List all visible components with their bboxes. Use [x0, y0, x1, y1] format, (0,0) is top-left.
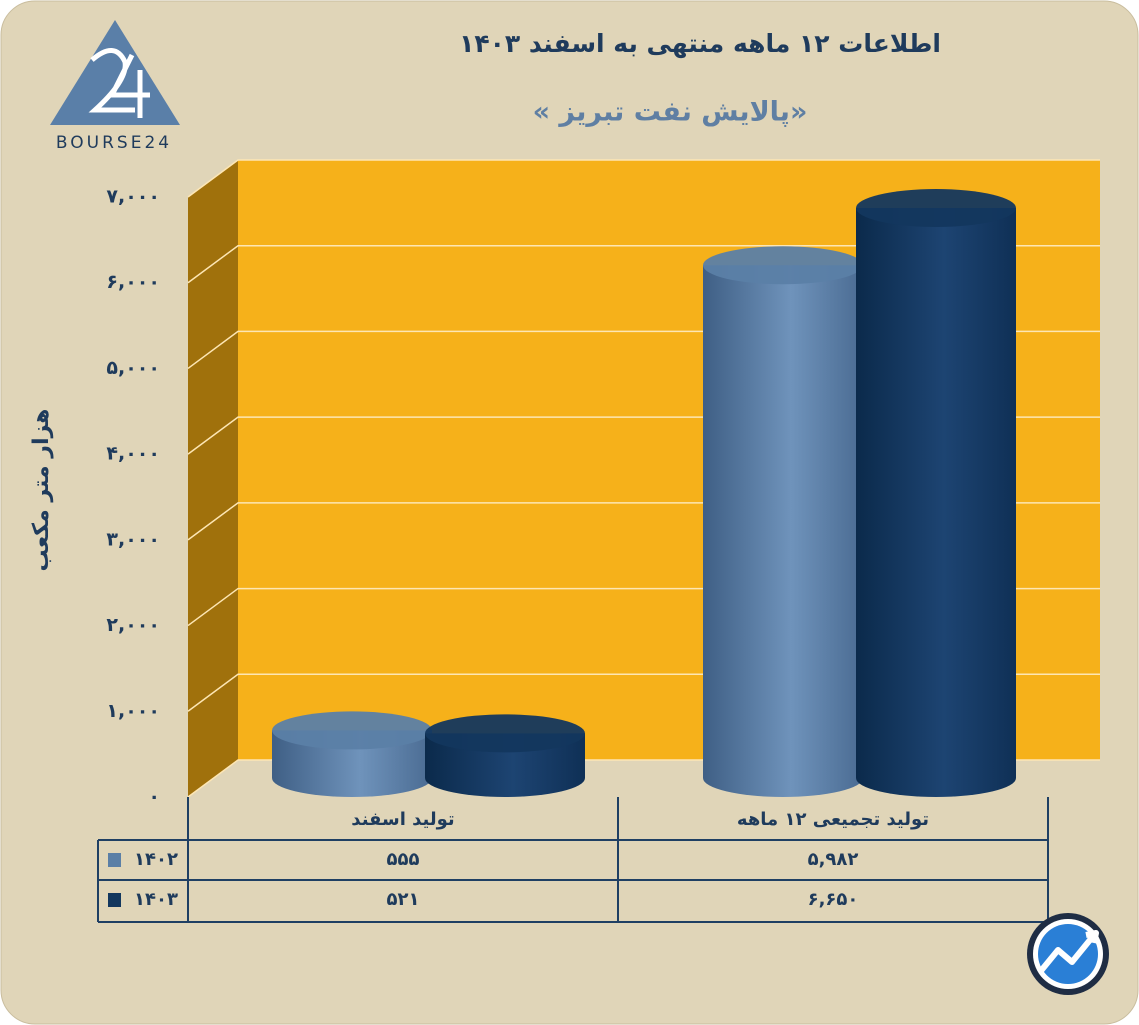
legend-swatch: [108, 853, 121, 867]
value-label: ۵,۹۸۲: [808, 849, 859, 870]
y-tick-label: ۱,۰۰۰: [106, 700, 160, 722]
chart-title: اطلاعات ۱۲ ماهه منتهی به اسفند ۱۴۰۳: [459, 29, 941, 59]
y-tick-label: ۲,۰۰۰: [106, 614, 160, 636]
legend-label: ۱۴۰۳: [134, 889, 178, 910]
x-tick-label: تولید تجمیعی ۱۲ ماهه: [737, 809, 929, 830]
value-label: ۵۵۵: [387, 849, 420, 870]
cylinder-bar: [425, 714, 585, 797]
side-wall: [188, 160, 238, 797]
y-tick-label: ۰: [148, 786, 160, 808]
y-tick-label: ۳,۰۰۰: [106, 528, 160, 550]
cylinder-top: [272, 711, 432, 750]
cylinder-body: [703, 265, 863, 797]
chart-subtitle: « پالایش نفت تبریز»: [533, 97, 808, 128]
table-frame: [97, 797, 1049, 923]
value-label: ۶,۶۵۰: [808, 889, 859, 910]
cylinder-bar: [272, 711, 432, 797]
y-tick-label: ۵,۰۰۰: [106, 357, 160, 379]
y-tick-label: ۴,۰۰۰: [106, 443, 160, 465]
cylinder-top: [425, 714, 585, 753]
value-label: ۵۲۱: [387, 889, 420, 910]
grid-line: [187, 159, 1100, 198]
grid-line: [187, 244, 1100, 284]
badge-icon: [1027, 913, 1109, 995]
cylinder-body: [272, 730, 432, 797]
cylinder-top: [703, 246, 863, 285]
y-tick-label: ۶,۰۰۰: [106, 271, 160, 293]
logo-text: BOURSE24: [56, 133, 172, 153]
legend-swatch: [108, 893, 121, 907]
cylinder-bar: [856, 189, 1016, 797]
cylinder-top: [856, 189, 1016, 227]
y-tick-label: ۷,۰۰۰: [106, 186, 160, 208]
cylinder-bar: [703, 246, 863, 797]
y-axis-label: هزار متر مکعب: [29, 409, 54, 572]
logo: BOURSE24: [50, 20, 180, 153]
x-tick-label: تولید اسفند: [351, 809, 454, 830]
cylinder-body: [856, 208, 1016, 797]
legend-label: ۱۴۰۲: [134, 849, 178, 870]
